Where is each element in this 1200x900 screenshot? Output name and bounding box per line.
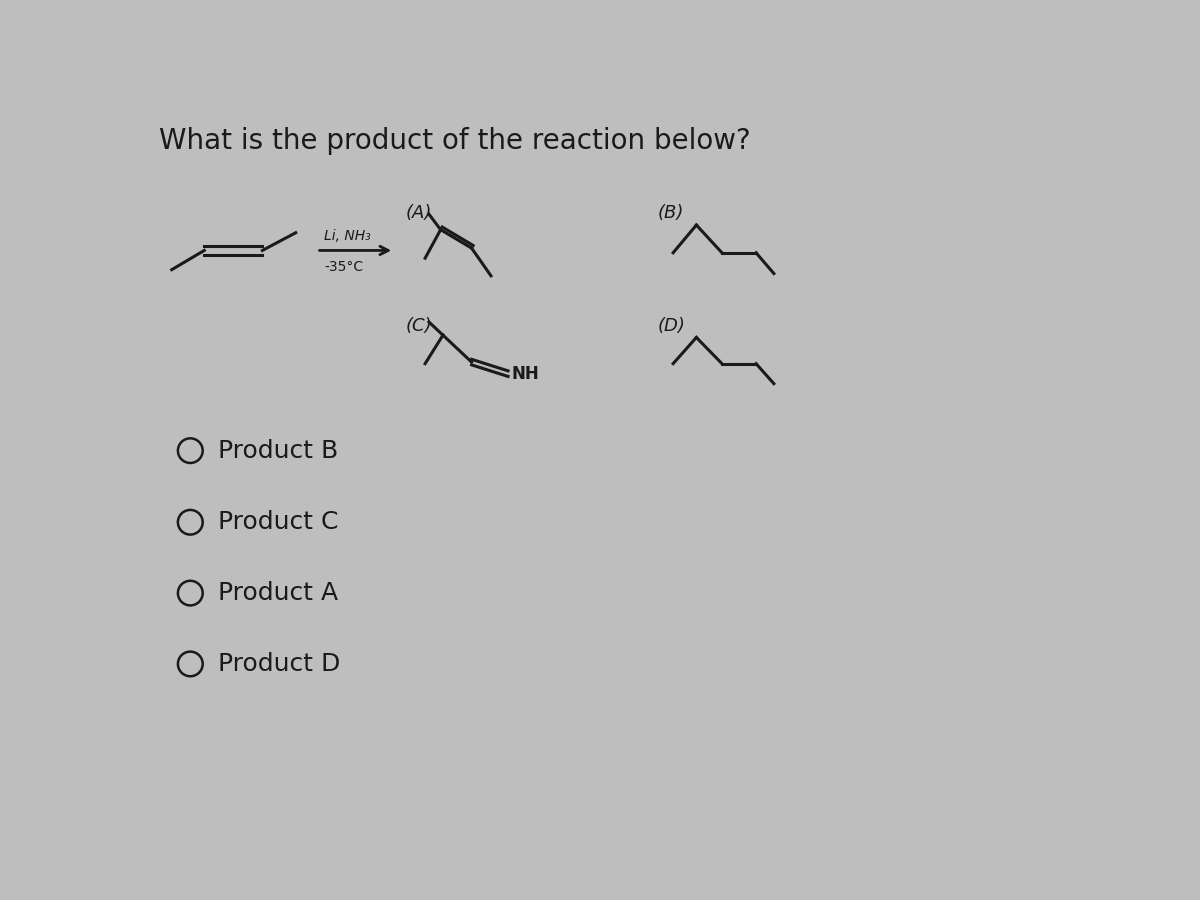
Text: NH: NH bbox=[511, 364, 539, 382]
Text: (D): (D) bbox=[658, 317, 685, 335]
Text: Product B: Product B bbox=[218, 438, 338, 463]
Text: Product D: Product D bbox=[218, 652, 341, 676]
Text: -35°C: -35°C bbox=[324, 260, 364, 274]
Text: What is the product of the reaction below?: What is the product of the reaction belo… bbox=[160, 127, 751, 155]
Text: Product A: Product A bbox=[218, 581, 338, 605]
Text: Product C: Product C bbox=[218, 510, 338, 535]
Text: (C): (C) bbox=[406, 317, 432, 335]
Text: Li, NH₃: Li, NH₃ bbox=[324, 229, 371, 243]
Text: (B): (B) bbox=[658, 204, 684, 222]
Text: (A): (A) bbox=[406, 204, 432, 222]
